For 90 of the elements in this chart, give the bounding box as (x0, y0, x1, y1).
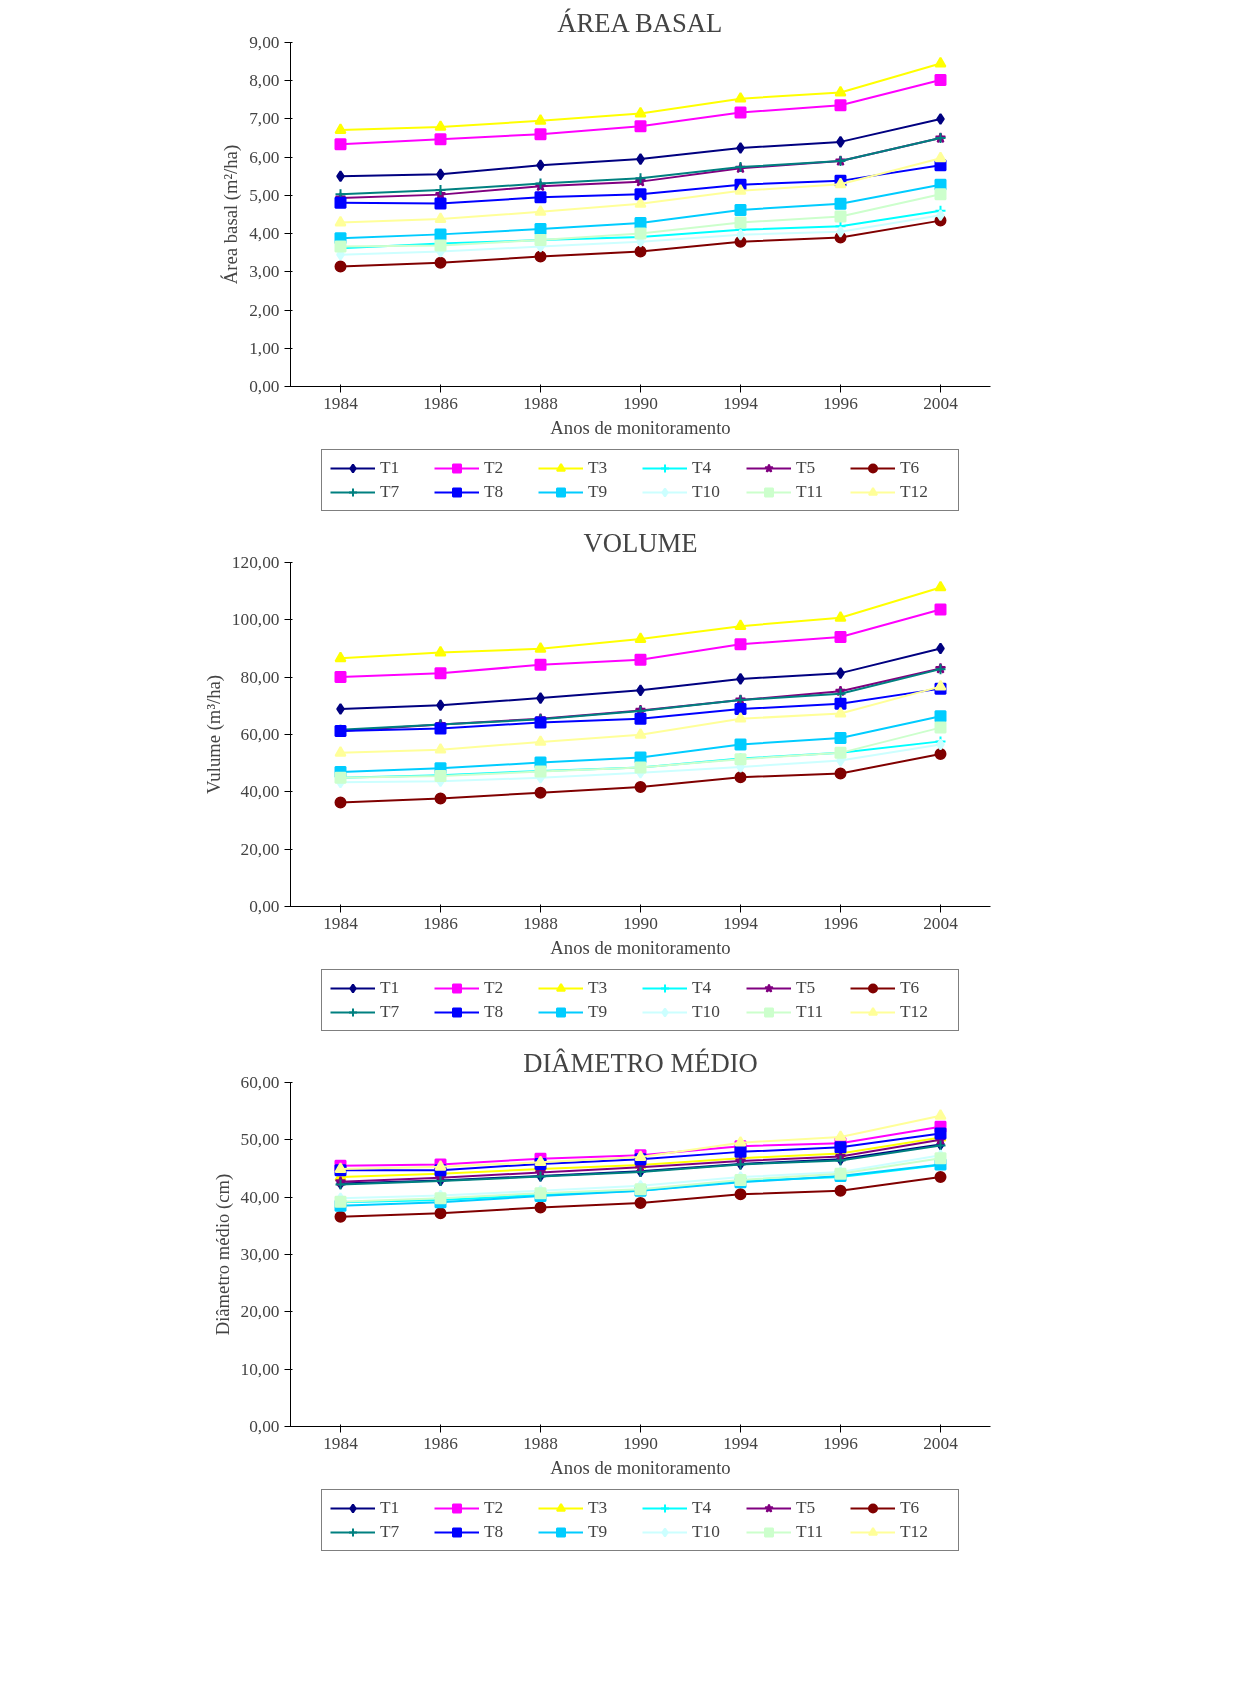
y-tick-label: 60,00 (240, 1073, 280, 1092)
x-tick-label: 1994 (723, 913, 759, 933)
y-tick-label: 60,00 (240, 725, 280, 744)
legend-label: T6 (900, 458, 921, 478)
legend-label: T1 (380, 1498, 401, 1518)
legend-label: T8 (484, 1002, 505, 1022)
x-tick-label: 1986 (423, 913, 459, 933)
legend-label: T3 (588, 978, 609, 998)
x-tick-label: 1986 (423, 1433, 459, 1453)
x-tick-label: 1990 (623, 913, 658, 933)
y-axis-title: Diâmetro médio (cm) (211, 1173, 234, 1336)
y-tick-label: 80,00 (240, 667, 280, 687)
legend-label: T3 (588, 1498, 609, 1518)
legend-label: T10 (692, 482, 721, 502)
y-tick-label: 20,00 (240, 1302, 280, 1322)
y-tick-label: 6,00 (249, 147, 280, 167)
legend-label: T3 (588, 458, 609, 478)
x-tick-label: 1984 (323, 393, 359, 413)
legend-label: T1 (380, 458, 401, 478)
x-tick-label: 2004 (923, 1433, 959, 1453)
y-tick-label: 0,00 (249, 897, 280, 916)
legend-label: T8 (484, 1522, 505, 1542)
x-tick-label: 1994 (723, 393, 759, 413)
x-tick-label: 1986 (423, 393, 459, 413)
legend-label: T5 (796, 978, 817, 998)
y-tick-label: 4,00 (249, 224, 280, 244)
y-axis-title: Vulume (m³/ha) (202, 675, 225, 794)
x-tick-label: 2004 (923, 913, 959, 933)
y-axis-title: Área basal (m²/ha) (220, 144, 243, 285)
legend-label: T12 (900, 482, 929, 502)
x-tick-label: 1984 (323, 913, 359, 933)
legend-label: T4 (692, 458, 713, 478)
legend-label: T12 (900, 1522, 929, 1542)
legend-label: T4 (692, 1498, 713, 1518)
legend-label: T11 (796, 482, 825, 502)
legend-label: T7 (380, 482, 401, 502)
y-tick-label: 0,00 (249, 377, 280, 396)
legend-label: T6 (900, 978, 921, 998)
legend-label: T9 (588, 1522, 609, 1542)
y-tick-label: 20,00 (240, 839, 280, 859)
x-tick-label: 1996 (823, 913, 859, 933)
x-tick-label: 2004 (923, 393, 959, 413)
x-tick-label: 1994 (723, 1433, 759, 1453)
x-tick-label: 1996 (823, 1433, 859, 1453)
y-tick-label: 10,00 (240, 1359, 280, 1379)
y-tick-label: 120,00 (231, 553, 280, 572)
y-tick-label: 0,00 (249, 1417, 280, 1436)
x-tick-label: 1988 (523, 393, 558, 413)
legend-label: T1 (380, 978, 401, 998)
x-axis-title: Anos de monitoramento (550, 1456, 731, 1478)
y-tick-label: 30,00 (240, 1245, 280, 1264)
legend-label: T2 (484, 978, 505, 998)
x-tick-label: 1988 (523, 913, 558, 933)
legend-label: T10 (692, 1522, 721, 1542)
legend-label: T11 (796, 1002, 825, 1022)
legend-label: T9 (588, 482, 609, 502)
y-tick-label: 7,00 (249, 109, 280, 129)
legend-label: T5 (796, 1498, 817, 1518)
legend-label: T2 (484, 1498, 505, 1518)
legend-label: T7 (380, 1522, 401, 1542)
legend-label: T9 (588, 1002, 609, 1022)
legend-label: T7 (380, 1002, 401, 1022)
x-axis-title: Anos de monitoramento (550, 416, 731, 438)
y-tick-label: 8,00 (249, 71, 280, 91)
y-tick-label: 3,00 (249, 262, 280, 282)
legend-label: T6 (900, 1498, 921, 1518)
y-tick-label: 100,00 (231, 610, 280, 630)
legend-label: T2 (484, 458, 505, 478)
y-tick-label: 9,00 (249, 33, 280, 52)
x-tick-label: 1988 (523, 1433, 558, 1453)
y-tick-label: 50,00 (240, 1130, 280, 1150)
legend-label: T10 (692, 1002, 721, 1022)
y-tick-label: 40,00 (240, 1187, 280, 1207)
x-tick-label: 1996 (823, 393, 859, 413)
legend-label: T11 (796, 1522, 825, 1542)
chart-title: DIÂMETRO MÉDIO (523, 1047, 758, 1078)
chart-title: VOLUME (583, 527, 698, 558)
legend-label: T12 (900, 1002, 929, 1022)
chart-title: ÁREA BASAL (557, 7, 723, 38)
y-tick-label: 2,00 (249, 300, 280, 320)
y-tick-label: 1,00 (249, 338, 280, 358)
legend-label: T8 (484, 482, 505, 502)
x-tick-label: 1990 (623, 1433, 658, 1453)
x-axis-title: Anos de monitoramento (550, 936, 731, 958)
x-tick-label: 1990 (623, 393, 658, 413)
legend-label: T4 (692, 978, 713, 998)
y-tick-label: 40,00 (240, 782, 280, 802)
x-tick-label: 1984 (323, 1433, 359, 1453)
y-tick-label: 5,00 (249, 185, 280, 205)
legend-label: T5 (796, 458, 817, 478)
